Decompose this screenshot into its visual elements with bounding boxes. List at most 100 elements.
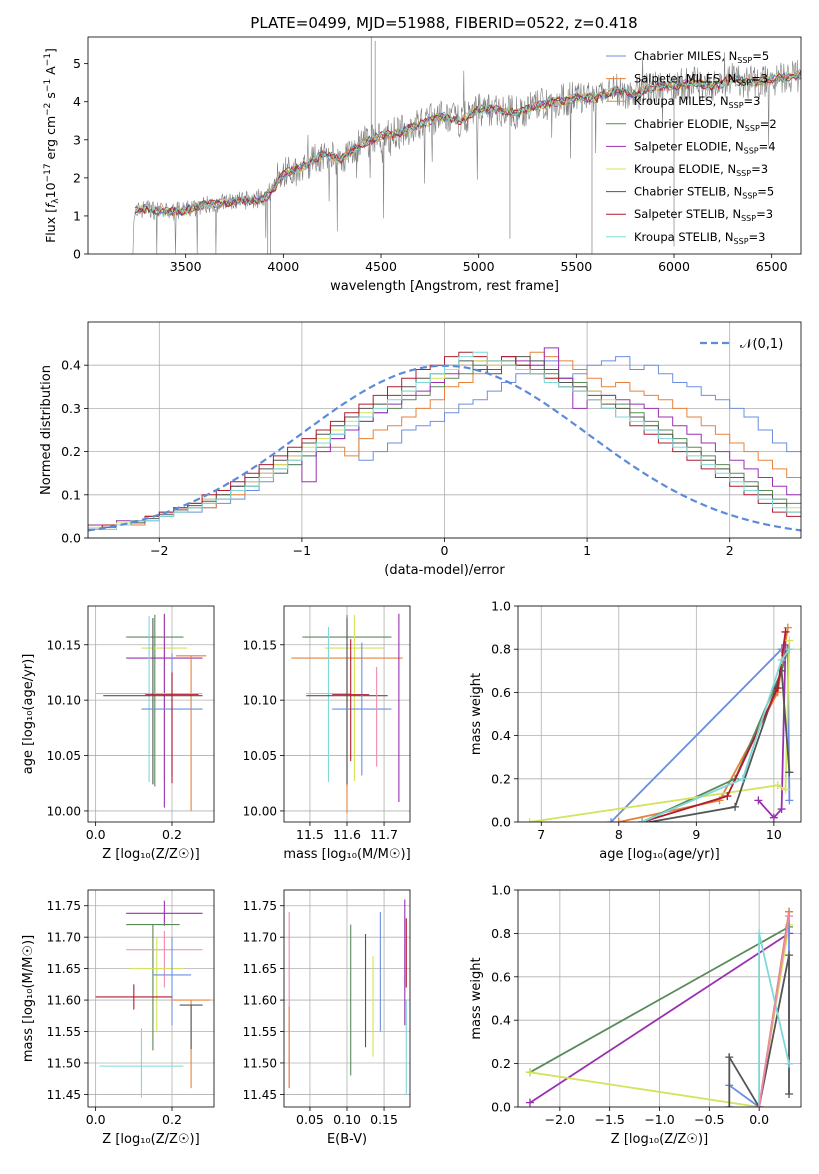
x-tick-label: 9 [692, 827, 700, 842]
y-axis-label-part: erg cm [43, 116, 58, 164]
x-tick-label: 0.0 [86, 1112, 106, 1127]
weight-marker-2 [525, 1068, 534, 1077]
y-tick-label: 10.10 [243, 694, 277, 708]
y-tick-label: 0.6 [491, 685, 511, 700]
weight-marker-6 [755, 929, 764, 938]
legend-label-suffix: =2 [760, 117, 777, 131]
y-axis-label-part: f [43, 202, 58, 208]
legend-label: Kroupa STELIB, NSSP=3 [634, 230, 765, 246]
weight-marker-5 [725, 1103, 734, 1107]
y-tick-label: 11.60 [243, 994, 277, 1008]
y-axis-label: Normed distribution [39, 365, 54, 495]
plot-area [525, 907, 794, 1107]
x-tick-label: −1.0 [644, 1112, 674, 1127]
legend-label: Salpeter STELIB, NSSP=3 [634, 207, 773, 223]
y-axis-label: mass [log₁₀(M/M☉)] [21, 935, 36, 1062]
legend-label-subscript: SSP [729, 101, 744, 110]
x-axis-label: (data-model)/error [384, 563, 505, 578]
weight-marker-0 [607, 818, 616, 822]
y-tick-label: 11.55 [47, 1025, 81, 1039]
legend-label-suffix: =4 [759, 139, 776, 153]
y-axis-label: mass weight [469, 957, 484, 1039]
weight-marker-3 [754, 796, 763, 805]
legend-label-suffix: =3 [744, 94, 761, 108]
weight-marker-5 [731, 802, 740, 811]
x-tick-label: 4500 [365, 259, 397, 274]
legend-label-text: Salpeter ELODIE, N [634, 139, 744, 153]
plot-area [88, 347, 801, 538]
y-axis-label-part: −17 [43, 163, 53, 182]
legend-label: Chabrier MILES, NSSP=5 [634, 49, 769, 65]
plot-area [95, 900, 211, 1098]
y-axis-label-part: −1 [43, 79, 53, 92]
plot-area [291, 613, 403, 814]
y-tick-label: 0.3 [61, 401, 81, 416]
weight-series-3 [757, 644, 787, 820]
weight-marker-6 [773, 684, 782, 693]
y-tick-label: 10.15 [243, 638, 277, 652]
spectrum-panel: 3500 4000 4500 5000 5500 6000 6500 0 1 2 3 4 5 wavele… [43, 36, 802, 294]
x-tick-label: 1 [583, 543, 591, 558]
weight-marker-5 [725, 1053, 734, 1062]
weight-marker-7 [738, 774, 747, 783]
histogram-series-1 [88, 351, 801, 538]
axes-frame [87, 36, 802, 255]
y-tick-label: 11.60 [47, 994, 81, 1008]
y-tick-label: 10.00 [47, 804, 81, 818]
y-axis-label-part: −2 [43, 103, 53, 116]
figure-title: PLATE=0499, MJD=51988, FIBERID=0522, z=0… [250, 14, 637, 32]
legend-label-text: Kroupa MILES, N [634, 94, 729, 108]
y-axis-label-part: s [43, 92, 58, 103]
x-tick-label: −2.0 [545, 1112, 575, 1127]
y-tick-label: 0.4 [491, 1013, 511, 1028]
legend-label-text: Chabrier ELODIE, N [634, 117, 745, 131]
legend-label: 𝒩(0,1) [740, 337, 783, 352]
legend-label: Chabrier ELODIE, NSSP=2 [634, 117, 777, 133]
axes-frame [517, 605, 802, 823]
y-tick-label: 10.15 [47, 638, 81, 652]
legend-label: Chabrier STELIB, NSSP=5 [634, 185, 774, 201]
weight-series-5 [649, 670, 791, 822]
x-tick-label: −1 [293, 543, 311, 558]
y-tick-label: 11.50 [47, 1056, 81, 1070]
weight-series-6 [641, 631, 787, 822]
weight-marker-3 [777, 805, 786, 814]
y-axis-label: age [log₁₀(age/yr)] [21, 654, 36, 775]
y-tick-label: 11.55 [243, 1025, 277, 1039]
y-axis-label-part: 10 [43, 182, 58, 198]
weight-marker-6 [723, 792, 732, 801]
y-tick-label: 0.4 [491, 728, 511, 743]
legend-label-text: Chabrier STELIB, N [634, 185, 742, 199]
x-tick-label: −2 [150, 543, 168, 558]
y-tick-label: 5 [73, 56, 81, 71]
weight-series-4 [529, 640, 791, 822]
x-tick-label: 0.05 [296, 1112, 324, 1127]
y-tick-label: 0 [73, 247, 81, 262]
plot-area [95, 613, 207, 811]
weight-marker-7 [777, 656, 786, 664]
plot-area [132, 37, 801, 254]
legend-label: Salpeter MILES, NSSP=3 [634, 72, 768, 88]
plot-area [525, 623, 794, 822]
mass-vs-extinction-panel: 0.05 0.10 0.15 11.45 11.50 11.55 11.60 11.65 11.… [243, 889, 411, 1147]
x-tick-label: −1.5 [594, 1112, 624, 1127]
legend-label-text: Kroupa STELIB, N [634, 230, 734, 244]
y-tick-label: 11.50 [243, 1056, 277, 1070]
x-tick-label: 11.7 [370, 827, 398, 842]
legend-label-text: Kroupa ELODIE, N [634, 162, 736, 176]
mass-vs-metallicity-panel: 0.0 0.2 11.45 11.50 11.55 11.60 11.65 11.70 11.7… [21, 889, 215, 1147]
weight-marker-4 [785, 636, 794, 645]
legend-label: Kroupa ELODIE, NSSP=3 [634, 162, 768, 178]
x-tick-label: 0.0 [749, 1112, 769, 1127]
weight-series-5 [728, 954, 790, 1107]
x-tick-label: 11.6 [333, 827, 361, 842]
axes-frame [87, 889, 215, 1108]
weight-marker-5 [785, 1089, 794, 1098]
y-tick-label: 1 [73, 208, 81, 223]
legend-label-suffix: =3 [749, 230, 766, 244]
legend-label-text: Chabrier MILES, N [634, 49, 737, 63]
x-tick-label: 8 [615, 827, 623, 842]
weight-marker-6 [781, 627, 790, 636]
y-tick-label: 0.8 [491, 642, 511, 657]
x-axis-label: mass [log₁₀(M/M☉)] [283, 847, 410, 862]
